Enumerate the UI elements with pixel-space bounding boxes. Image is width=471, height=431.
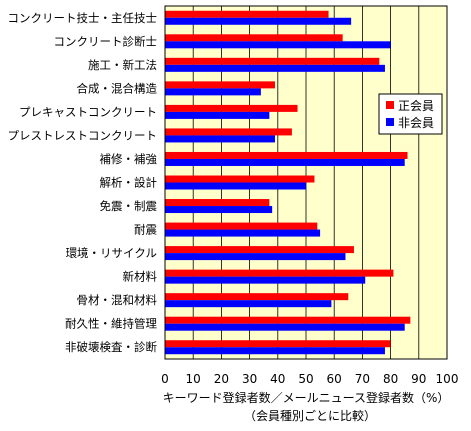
bar-non-member (165, 323, 405, 331)
bar-non-member (165, 206, 273, 214)
bar-non-member (165, 229, 321, 237)
bar-non-member (165, 300, 332, 308)
x-tick-labels: 0 10 20 30 40 50 60 70 80 90 100 (161, 372, 458, 386)
bar-regular-member (165, 199, 270, 207)
bar-regular-member (165, 340, 391, 348)
category-label: 環境・リサイクル (66, 246, 157, 260)
bar-non-member (165, 64, 385, 72)
bar-regular-member (165, 10, 329, 18)
x-tick-label: 40 (270, 372, 285, 386)
bar-non-member (165, 111, 270, 119)
x-tick-label: 10 (186, 372, 201, 386)
x-tick-label: 80 (383, 372, 398, 386)
x-tick-label: 20 (214, 372, 229, 386)
bar-non-member (165, 17, 352, 25)
x-axis-label: キーワード登録者数／メールニュース登録者数（%） (163, 390, 450, 405)
category-label: 耐震 (134, 223, 157, 237)
bar-non-member (165, 41, 391, 49)
bar-regular-member (165, 293, 349, 301)
legend-swatch (386, 101, 394, 109)
category-label: 施工・新工法 (88, 58, 157, 72)
bar-regular-member (165, 175, 315, 183)
category-label: プレストレストコンクリート (8, 128, 158, 142)
category-label: 非破壊検査・診断 (65, 340, 157, 354)
category-labels: コンクリート技士・主任技士コンクリート診断士施工・新工法合成・混合構造プレキャス… (8, 11, 158, 354)
category-label: 免震・制震 (100, 199, 158, 213)
legend-label: 正会員 (398, 99, 434, 113)
category-label: 新材料 (123, 270, 158, 284)
bar-non-member (165, 135, 275, 143)
legend-label: 非会員 (398, 116, 434, 130)
x-tick-label: 100 (436, 372, 459, 386)
x-tick-label: 50 (298, 372, 313, 386)
bar-non-member (165, 182, 306, 190)
bar-non-member (165, 347, 385, 355)
x-tick-label: 0 (161, 372, 169, 386)
category-label: 合成・混合構造 (77, 81, 158, 95)
x-tick-label: 60 (327, 372, 342, 386)
bar-regular-member (165, 222, 318, 230)
category-label: 補修・補強 (100, 152, 158, 166)
bar-regular-member (165, 34, 343, 42)
category-label: コンクリート技士・主任技士 (8, 11, 158, 25)
category-label: 骨材・混和材料 (77, 293, 158, 307)
category-label: 解析・設計 (100, 176, 158, 190)
bar-regular-member (165, 104, 298, 112)
bar-regular-member (165, 128, 292, 136)
bar-regular-member (165, 57, 380, 65)
bar-regular-member (165, 81, 275, 89)
x-tick-label: 30 (242, 372, 257, 386)
bar-non-member (165, 276, 366, 284)
category-label: プレキャストコンクリート (19, 105, 157, 119)
bar-regular-member (165, 269, 394, 277)
bar-non-member (165, 253, 346, 261)
category-label: コンクリート診断士 (54, 34, 158, 48)
bar-regular-member (165, 151, 408, 159)
plot-border (164, 5, 448, 360)
x-tick-label: 70 (355, 372, 370, 386)
category-label: 耐久性・維持管理 (65, 317, 157, 331)
bar-regular-member (165, 316, 411, 324)
bars (165, 10, 411, 355)
bar-non-member (165, 158, 405, 166)
x-axis-sublabel: （会員種別ごとに比較） (244, 408, 376, 423)
x-tick-label: 90 (411, 372, 426, 386)
legend-box (378, 93, 443, 135)
bar-non-member (165, 88, 261, 96)
legend-swatch (386, 118, 394, 126)
bar-regular-member (165, 246, 354, 254)
